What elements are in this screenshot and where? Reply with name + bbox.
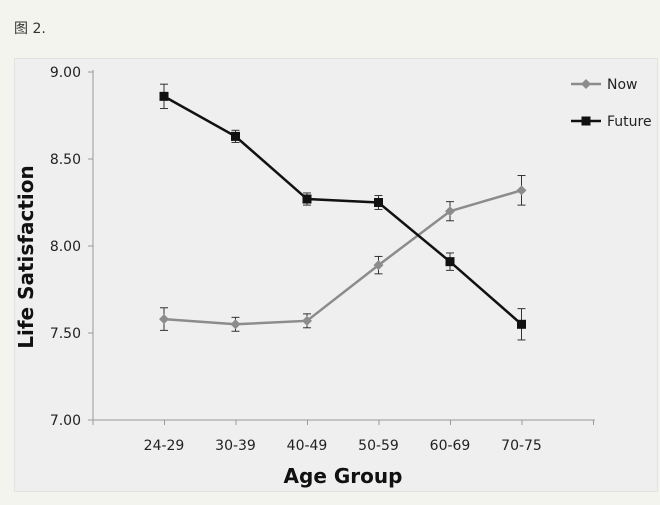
y-tick-label: 7.50: [50, 326, 81, 342]
chart-axes: [92, 70, 595, 421]
x-tick-label: 60-69: [430, 438, 471, 454]
x-tick-label: 30-39: [215, 438, 256, 454]
chart-panel: 7.00 7.50 8.00 8.50 9.00 24-29 30-39 40-49 50-5…: [14, 58, 658, 492]
x-axis-ticks: 24-29 30-39 40-49 50-59 60-69 70-75: [92, 420, 594, 454]
data-point-future: [445, 257, 455, 267]
y-tick-label: 9.00: [50, 65, 81, 81]
legend-marker-now: [581, 79, 591, 89]
legend-label-now: Now: [607, 77, 638, 93]
x-tick-label: 70-75: [501, 438, 542, 454]
series-layer: [159, 83, 527, 341]
legend-marker-future: [581, 116, 591, 126]
data-point-now: [516, 185, 527, 196]
data-point-now: [230, 319, 241, 330]
legend-label-future: Future: [607, 114, 652, 130]
x-tick-label: 50-59: [358, 438, 399, 454]
data-point-future: [374, 198, 383, 207]
data-point-future: [159, 91, 169, 101]
data-point-future: [302, 194, 312, 204]
line-chart: 7.00 7.50 8.00 8.50 9.00 24-29 30-39 40-49 50-5…: [15, 65, 652, 488]
data-point-now: [445, 206, 455, 217]
y-axis-title: Life Satisfaction: [15, 165, 38, 349]
y-tick-label: 7.00: [50, 413, 81, 429]
y-tick-label: 8.50: [50, 152, 81, 168]
figure-caption: 图 2.: [14, 21, 46, 37]
legend-item-now: Now: [571, 77, 638, 93]
y-tick-label: 8.00: [50, 239, 81, 255]
series-future: [159, 83, 526, 341]
data-point-now: [302, 315, 312, 326]
series-now: [159, 175, 527, 332]
data-point-now: [373, 260, 384, 271]
x-tick-label: 40-49: [287, 438, 328, 454]
data-point-future: [231, 131, 240, 141]
data-point-future: [517, 319, 526, 329]
y-axis-ticks: 7.00 7.50 8.00 8.50 9.00: [50, 65, 93, 429]
legend-item-future: Future: [571, 114, 652, 130]
legend: Now Future: [571, 77, 652, 130]
x-tick-label: 24-29: [144, 438, 185, 454]
series-line-future: [163, 95, 523, 326]
series-line-now: [163, 189, 522, 326]
x-axis-title: Age Group: [284, 464, 403, 488]
data-point-now: [159, 314, 169, 325]
